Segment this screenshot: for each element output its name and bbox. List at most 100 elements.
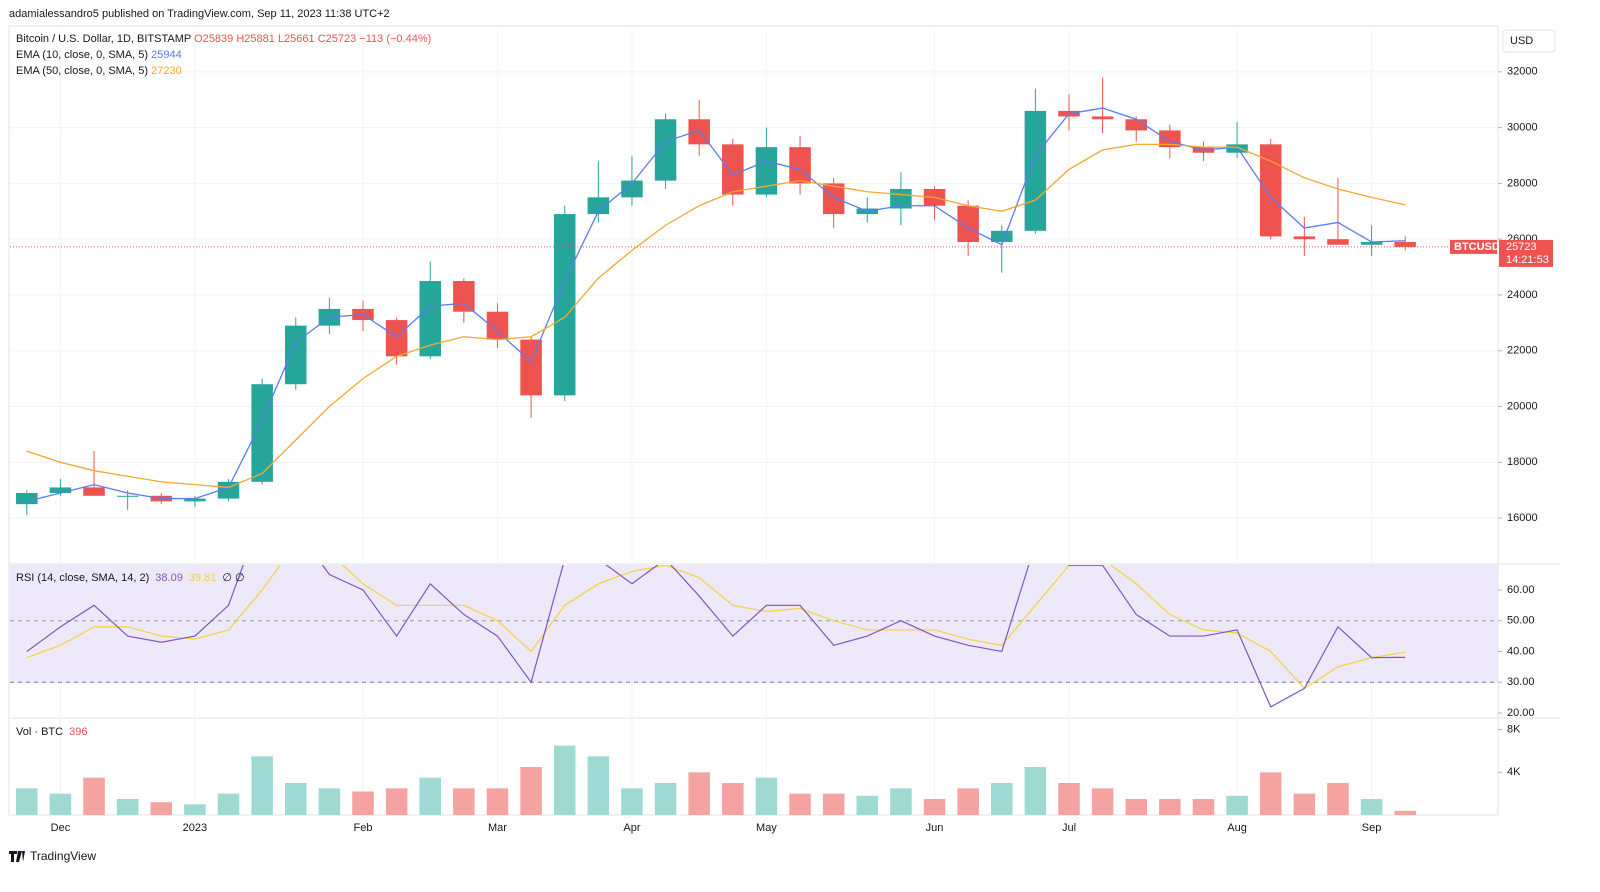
rsi — [10, 565, 1498, 708]
volume-bar — [16, 788, 38, 815]
volume-bar — [1259, 772, 1282, 815]
y-tick-label: 22000 — [1507, 345, 1538, 357]
symbol-legend: Bitcoin / U.S. Dollar, 1D, BITSTAMP O258… — [16, 33, 431, 45]
publish-info: adamialessandro5 published on TradingVie… — [9, 8, 390, 20]
countdown: 14:21:53 — [1506, 254, 1549, 266]
candle-body — [1327, 239, 1349, 245]
y-tick-label: 50.00 — [1507, 615, 1535, 627]
candle-body — [822, 183, 845, 215]
symbol-tag-bg — [1450, 239, 1497, 254]
volume-bar — [486, 788, 509, 815]
volume-title: Vol · BTC — [16, 726, 63, 738]
volume-bar — [251, 756, 273, 815]
candle-body — [453, 281, 475, 312]
rsi-band — [10, 565, 1498, 683]
y-tick-label: 4K — [1507, 766, 1521, 778]
volume-bar — [453, 788, 475, 815]
volume-bar — [688, 772, 710, 815]
ohlc: L25661 — [278, 33, 315, 45]
candle-body — [789, 147, 811, 184]
candle-body — [385, 320, 408, 357]
volume-bar — [150, 802, 173, 815]
ema-line — [26, 143, 1406, 489]
ema-line — [26, 107, 1406, 502]
ohlc: C25723 — [318, 33, 357, 45]
volume-bar — [217, 793, 240, 815]
candle-body — [957, 205, 979, 242]
x-tick-label: Jun — [926, 822, 944, 834]
volume-bar — [1024, 767, 1047, 815]
candle-body — [1024, 110, 1047, 231]
volume-bar — [587, 756, 610, 815]
x-tick-label: May — [756, 822, 777, 834]
candle-body — [116, 495, 139, 497]
rsi-legend: RSI (14, close, SMA, 14, 2) 38.09 39.81 ∅ ∅ — [16, 572, 245, 584]
candle-body — [755, 147, 778, 195]
candle-body — [251, 384, 273, 482]
x-tick-label: Aug — [1227, 822, 1247, 834]
footer-brand: TradingView — [30, 849, 96, 863]
y-tick-label: 8K — [1507, 724, 1521, 736]
candle-body — [1091, 116, 1114, 120]
ema-legend: EMA (50, close, 0, SMA, 5) 27230 — [16, 65, 182, 77]
candle-body — [553, 214, 576, 396]
candle-body — [621, 180, 643, 198]
y-tick-label: 30.00 — [1507, 676, 1535, 688]
volume-bar — [318, 788, 341, 815]
volume-bar — [553, 745, 576, 815]
legend: Bitcoin / U.S. Dollar, 1D, BITSTAMP O258… — [16, 33, 431, 77]
volume-bar — [621, 788, 643, 815]
currency[interactable]: USD — [1510, 35, 1533, 47]
candle-body — [1293, 236, 1316, 240]
candle-body — [419, 281, 441, 357]
y-tick-label: 32000 — [1507, 66, 1538, 78]
x-tick-label: Mar — [488, 822, 507, 834]
volume-bar — [654, 783, 677, 815]
volume-value: 396 — [69, 726, 87, 738]
volume-bar — [184, 804, 206, 815]
x-tick-label: 2023 — [183, 822, 207, 834]
candle-body — [285, 325, 307, 385]
volume — [16, 745, 1416, 815]
volume-bar — [923, 799, 946, 815]
volume-bar — [520, 767, 542, 815]
ema-value: 25944 — [151, 49, 182, 61]
volume-bar — [419, 777, 441, 815]
volume-bar — [890, 788, 912, 815]
volume-bar — [1125, 799, 1147, 815]
volume-bar — [755, 777, 778, 815]
y-tick-label: 30000 — [1507, 122, 1538, 134]
candle-body — [1360, 241, 1383, 245]
volume-bar — [1360, 799, 1383, 815]
volume-bar — [1159, 799, 1181, 815]
currency-button[interactable] — [1502, 29, 1556, 53]
y-tick-label: 20.00 — [1507, 707, 1535, 719]
candles — [16, 77, 1416, 516]
x-tick-label: Jul — [1062, 822, 1076, 834]
rsi-line — [26, 565, 1406, 690]
volume-bar — [83, 777, 105, 815]
volume-bar — [1091, 788, 1114, 815]
candle-body — [184, 498, 206, 502]
volume-bar — [1226, 795, 1248, 815]
price-tag: 25723 — [1506, 241, 1537, 253]
rsi-title: RSI (14, close, SMA, 14, 2) — [16, 572, 149, 584]
volume-bar — [957, 788, 979, 815]
x-tick-label: Sep — [1362, 822, 1382, 834]
volume-bar — [385, 788, 408, 815]
ema-name: EMA (50, close, 0, SMA, 5) — [16, 65, 148, 77]
x-tick-label: Dec — [51, 822, 71, 834]
y-tick-label: 60.00 — [1507, 584, 1535, 596]
chart-frame — [8, 25, 1499, 816]
candle-body — [991, 230, 1013, 242]
ema-name: EMA (10, close, 0, SMA, 5) — [16, 49, 148, 61]
ohlc: O25839 — [194, 33, 233, 45]
rsi-line — [26, 565, 1406, 708]
x-tick-label: Feb — [354, 822, 373, 834]
ema-legend: EMA (10, close, 0, SMA, 5) 25944 — [16, 49, 182, 61]
rsi-extra: ∅ ∅ — [222, 572, 244, 584]
volume-bar — [789, 793, 811, 815]
volume-bar — [722, 783, 744, 815]
